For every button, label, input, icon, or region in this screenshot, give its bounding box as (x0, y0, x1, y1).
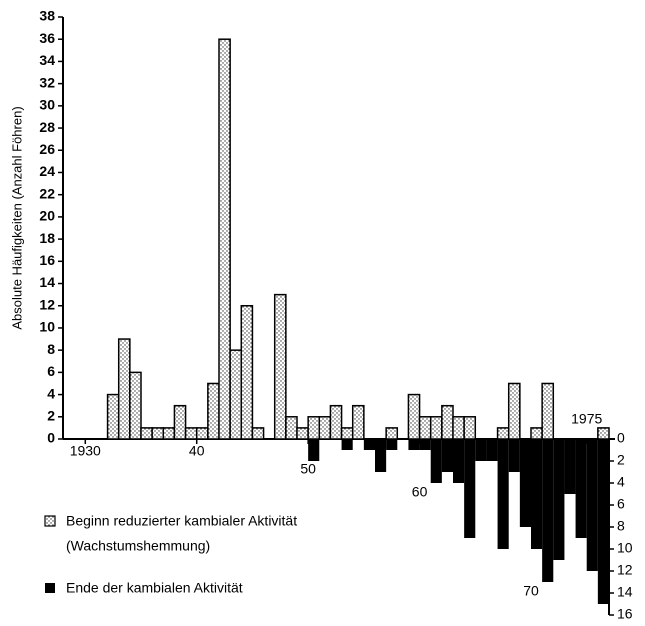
bar (542, 439, 554, 582)
bar (351, 404, 365, 440)
bar (463, 416, 477, 440)
y2-tick-label: 14 (617, 584, 633, 600)
y-tick-label: 2 (47, 407, 55, 423)
bar (419, 439, 431, 450)
bar (408, 439, 420, 450)
legend-label: Ende der kambialen Aktivität (66, 580, 243, 596)
y2-tick-label: 6 (617, 496, 625, 512)
y2-tick-label: 0 (617, 430, 625, 446)
bar (430, 439, 442, 483)
bar (553, 439, 565, 560)
bar (496, 427, 510, 440)
bar (273, 293, 287, 440)
bar (429, 416, 443, 440)
bar (508, 439, 520, 472)
x-tick-label: 1930 (70, 443, 101, 459)
bar (453, 439, 465, 483)
bar (162, 427, 176, 440)
legend-label: (Wachstumshemmung) (66, 538, 210, 554)
bar (129, 371, 142, 440)
legend-swatch (44, 515, 56, 527)
y2-tick-label: 16 (617, 606, 633, 621)
y-tick-label: 12 (39, 296, 55, 312)
legend-swatch (45, 583, 55, 593)
y-tick-label: 34 (39, 52, 55, 68)
y-tick-label: 38 (39, 8, 55, 24)
bar (151, 427, 165, 440)
bar (307, 416, 321, 440)
y-axis-label: Absolute Häufigkeiten (Anzahl Föhren) (9, 106, 24, 329)
bar (173, 404, 187, 440)
y-tick-label: 32 (39, 74, 55, 90)
y-tick-label: 6 (47, 363, 55, 379)
bar (441, 439, 453, 472)
y-tick-label: 10 (39, 319, 55, 335)
y-tick-label: 16 (39, 252, 55, 268)
y2-tick-label: 8 (617, 518, 625, 534)
x-tick-label: 70 (523, 583, 539, 599)
bar (341, 439, 353, 450)
bar (375, 439, 387, 472)
bar (229, 349, 243, 440)
bar (407, 393, 421, 440)
bar (597, 439, 609, 604)
bar (464, 439, 476, 538)
bar (441, 404, 454, 440)
y2-tick-label: 10 (617, 540, 633, 556)
bar (564, 439, 576, 494)
y-tick-label: 28 (39, 119, 55, 135)
y-tick-label: 4 (47, 385, 55, 401)
bar (475, 439, 487, 461)
legend-label: Beginn reduzierter kambialer Aktivität (66, 513, 297, 529)
bar (386, 439, 398, 450)
y2-tick-label: 12 (617, 562, 633, 578)
bar (507, 382, 521, 440)
bar (418, 416, 432, 440)
bar (207, 382, 220, 440)
bar (597, 427, 610, 440)
bar (251, 427, 265, 440)
x-tick-label: 60 (412, 484, 428, 500)
x-tick-label: 40 (189, 443, 205, 459)
bar (586, 439, 598, 571)
y-tick-label: 26 (39, 141, 55, 157)
bar (240, 304, 254, 440)
y-tick-label: 8 (47, 341, 55, 357)
y-tick-label: 18 (39, 230, 55, 246)
bar (218, 38, 231, 440)
x-tick-label: 1975 (571, 411, 602, 427)
y-tick-label: 14 (39, 274, 55, 290)
y-tick-label: 0 (47, 430, 55, 446)
bar (497, 439, 509, 549)
bar (106, 393, 120, 440)
bar (140, 427, 153, 440)
bar (530, 427, 543, 440)
y-tick-label: 30 (39, 97, 55, 113)
bar (340, 427, 354, 440)
bar (363, 439, 375, 450)
bar (318, 416, 332, 440)
bar (531, 439, 543, 549)
y-tick-label: 22 (39, 185, 55, 201)
bar (385, 427, 399, 440)
y-tick-label: 24 (39, 163, 55, 179)
y-tick-label: 36 (39, 30, 55, 46)
y2-tick-label: 2 (617, 452, 625, 468)
bar (285, 416, 298, 440)
bar (541, 382, 555, 440)
y-tick-label: 20 (39, 208, 55, 224)
bar (486, 439, 498, 461)
bar (195, 427, 209, 440)
bar (184, 427, 198, 440)
bar (308, 439, 320, 461)
bar (296, 427, 309, 440)
bar (452, 416, 465, 440)
bar (117, 338, 131, 440)
bar (519, 439, 531, 527)
y2-tick-label: 4 (617, 474, 625, 490)
x-tick-label: 50 (300, 461, 316, 477)
bar (329, 404, 343, 440)
bar (575, 439, 587, 538)
